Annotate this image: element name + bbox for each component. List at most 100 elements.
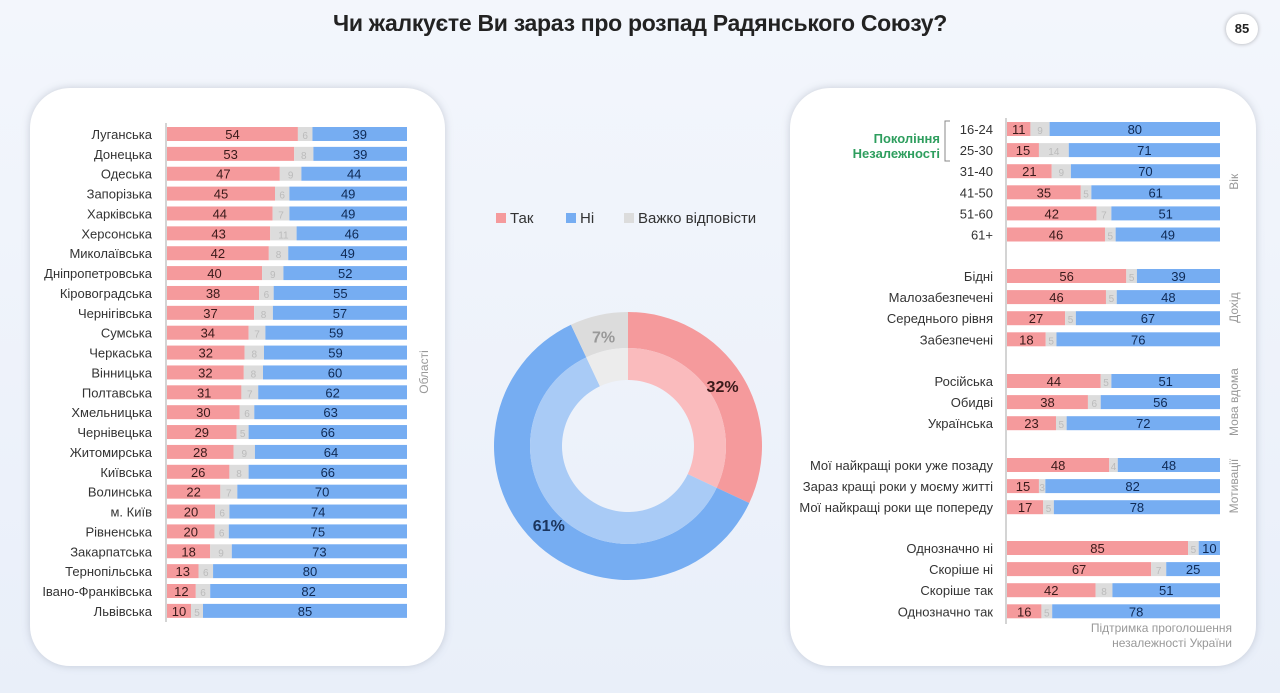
- bar-hard-to-say: [1096, 206, 1112, 221]
- bar-hard-to-say: [241, 385, 259, 400]
- bar-no: [1136, 269, 1220, 283]
- bar-yes: [167, 603, 191, 618]
- legend-label: Так: [510, 210, 534, 227]
- category-label: Скоріше так: [920, 583, 993, 598]
- bar-hard-to-say-value: 7: [247, 389, 253, 400]
- bar-yes-value: 20: [184, 505, 198, 520]
- bar-yes-value: 16: [1017, 604, 1031, 619]
- bar-yes: [1007, 290, 1106, 305]
- bar-no: [1111, 206, 1220, 221]
- bar-yes: [1007, 227, 1105, 242]
- donut-slice: [570, 312, 628, 358]
- bar-no-value: 59: [328, 346, 342, 361]
- bar-no: [1070, 164, 1220, 179]
- bar-no-value: 63: [323, 405, 337, 420]
- bar-yes-value: 53: [223, 147, 237, 162]
- category-label: Волинська: [88, 485, 153, 500]
- bar-hard-to-say: [210, 544, 232, 559]
- bar-hard-to-say: [1065, 311, 1076, 326]
- bar-no-value: 51: [1159, 583, 1173, 598]
- bar-no-value: 48: [1161, 290, 1175, 305]
- bar-yes: [167, 365, 244, 380]
- bar-no: [1198, 541, 1220, 555]
- bar-no: [288, 246, 407, 261]
- bar-no: [213, 564, 407, 579]
- bar-no: [1049, 122, 1220, 136]
- bar-hard-to-say-value: 7: [1156, 566, 1162, 577]
- bar-hard-to-say-value: 11: [278, 230, 289, 241]
- legend-swatch: [566, 213, 576, 223]
- bar-yes-value: 38: [206, 286, 220, 301]
- bar-no-value: 76: [1131, 332, 1145, 347]
- category-label: Малозабезпечені: [889, 290, 993, 305]
- bracket-label: Незалежності: [853, 146, 940, 161]
- bar-no-value: 46: [345, 226, 359, 241]
- bar-no: [1112, 583, 1220, 598]
- bar-no: [1117, 458, 1220, 472]
- bar-yes: [167, 345, 245, 360]
- bar-hard-to-say-value: 5: [1068, 315, 1074, 326]
- bar-hard-to-say: [1045, 332, 1057, 347]
- page-number: 85: [1226, 14, 1258, 44]
- bar-no-value: 82: [1125, 479, 1139, 494]
- bar-hard-to-say-value: 6: [219, 528, 225, 539]
- bar-yes-value: 44: [1047, 374, 1061, 389]
- donut-slice-inner: [530, 357, 717, 544]
- bar-hard-to-say: [239, 405, 255, 420]
- bar-yes-value: 11: [1012, 122, 1026, 137]
- bar-hard-to-say: [262, 266, 284, 281]
- bar-yes-value: 46: [1049, 228, 1063, 243]
- bar-no-value: 60: [328, 365, 342, 380]
- category-label: Українська: [928, 416, 994, 431]
- category-label: 25-30: [960, 143, 993, 158]
- bar-no-value: 10: [1202, 541, 1216, 556]
- bar-hard-to-say-value: 7: [226, 489, 232, 500]
- bar-no-value: 48: [1162, 458, 1176, 473]
- bar-yes: [167, 564, 199, 579]
- bar-no: [1053, 500, 1220, 515]
- bar-hard-to-say: [1109, 458, 1118, 472]
- bar-no-value: 61: [1148, 185, 1162, 200]
- bar-hard-to-say: [1041, 604, 1053, 619]
- category-label: Херсонська: [81, 226, 152, 241]
- bar-hard-to-say-value: 6: [264, 290, 270, 301]
- bar-hard-to-say: [195, 584, 211, 599]
- bar-no-value: 62: [325, 385, 339, 400]
- bar-hard-to-say-value: 5: [1048, 336, 1054, 347]
- bar-yes-value: 32: [199, 346, 213, 361]
- bar-hard-to-say: [272, 206, 290, 221]
- bar-no: [265, 325, 407, 340]
- bar-hard-to-say: [1087, 395, 1101, 410]
- bar-yes: [1007, 311, 1066, 326]
- bar-yes-value: 42: [211, 246, 225, 261]
- bar-no: [289, 206, 407, 221]
- bar-hard-to-say-value: 14: [1048, 147, 1060, 158]
- bar-yes: [1007, 583, 1096, 598]
- bar-yes-value: 54: [225, 127, 239, 142]
- bar-hard-to-say: [297, 127, 313, 141]
- bar-yes: [167, 166, 280, 181]
- bar-no: [258, 385, 407, 400]
- category-label: Бідні: [964, 269, 993, 284]
- bar-hard-to-say: [270, 226, 297, 241]
- category-label: Запорізька: [87, 187, 153, 202]
- bar-yes-value: 40: [207, 266, 221, 281]
- bar-yes: [167, 425, 237, 440]
- category-label: Житомирська: [70, 445, 153, 460]
- bar-yes: [1007, 416, 1056, 431]
- bar-yes-value: 38: [1040, 395, 1054, 410]
- category-label: Обидві: [951, 395, 993, 410]
- bracket-label: Покоління: [874, 131, 940, 146]
- category-label: Закарпатська: [70, 544, 153, 559]
- bar-no-value: 59: [329, 326, 343, 341]
- bar-yes-value: 23: [1024, 416, 1038, 431]
- bar-no-value: 80: [303, 564, 317, 579]
- bar-no: [1075, 311, 1220, 326]
- bar-no: [229, 504, 407, 519]
- bar-hard-to-say: [1043, 500, 1054, 515]
- bar-no: [283, 266, 407, 281]
- bar-hard-to-say-value: 8: [301, 151, 307, 162]
- bar-no-value: 72: [1136, 416, 1150, 431]
- bar-hard-to-say-value: 3: [1039, 483, 1045, 494]
